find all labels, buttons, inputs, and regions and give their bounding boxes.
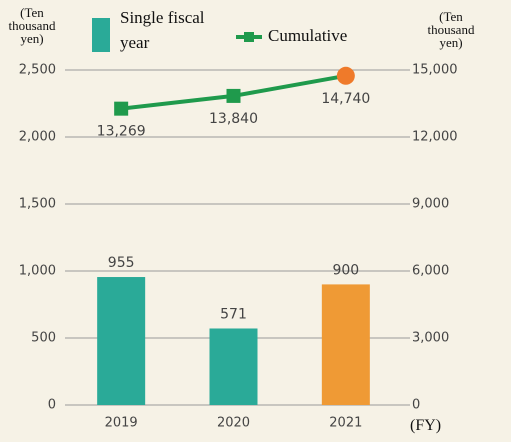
legend-label: Single fiscal year [120, 8, 205, 52]
y2-axis-label: (Ten thousand yen) [427, 10, 475, 50]
y-tick-label: 0 [48, 398, 56, 413]
y2-tick-label: 3,000 [412, 331, 449, 346]
y2-tick-label: 15,000 [412, 63, 458, 78]
y-tick-label: 2,000 [19, 130, 56, 145]
line-marker [226, 88, 241, 103]
y-tick-label: 1,000 [19, 264, 56, 279]
bar-value-label: 955 [108, 255, 135, 271]
legend-label-box: Cumulative [268, 27, 348, 45]
bar [209, 328, 258, 405]
x-axis-label: (FY) [410, 418, 442, 434]
line-value-label: 13,269 [97, 124, 146, 140]
legend-label-box: Single fiscal year [120, 8, 205, 52]
y2-tick-label: 9,000 [412, 197, 449, 212]
bar-value-label: 571 [220, 306, 247, 322]
x-tick-label: 2019 [105, 416, 138, 431]
line-value-label: 13,840 [209, 111, 258, 127]
bar [321, 284, 370, 405]
y2-tick-label: 6,000 [412, 264, 449, 279]
x-tick-label: 2020 [217, 416, 250, 431]
legend-label: Cumulative [268, 27, 348, 45]
y-tick-label: 2,500 [19, 63, 56, 78]
line-value-label: 14,740 [321, 91, 370, 107]
x-tick-label: 2021 [329, 416, 362, 431]
line-marker [336, 66, 355, 85]
y-axis-label: (Ten thousand yen) [8, 6, 56, 46]
y2-axis-label-box: (Ten thousand yen) [427, 10, 475, 50]
line-marker [114, 101, 129, 116]
y-tick-label: 1,500 [19, 197, 56, 212]
y2-tick-label: 12,000 [412, 130, 458, 145]
bar-value-label: 900 [332, 262, 359, 278]
y2-tick-label: 0 [412, 398, 420, 413]
x-axis-label-box: (FY) [410, 418, 442, 434]
y-tick-label: 500 [31, 331, 56, 346]
legend-marker [244, 32, 254, 42]
bar [97, 277, 146, 405]
y-axis-label-box: (Ten thousand yen) [8, 6, 56, 46]
legend-swatch [92, 18, 110, 52]
